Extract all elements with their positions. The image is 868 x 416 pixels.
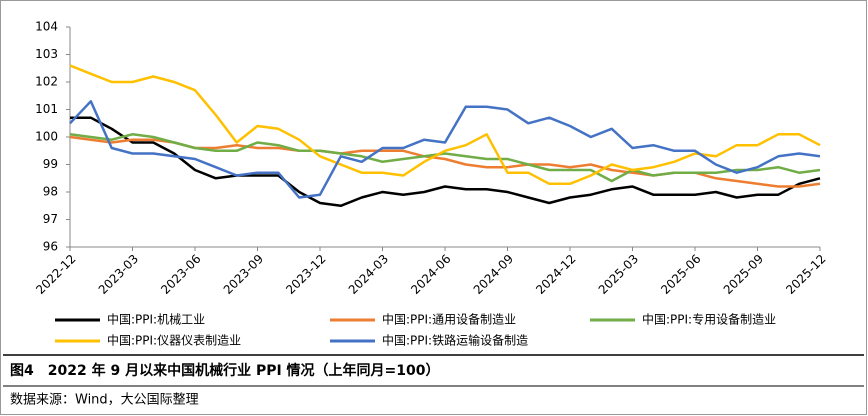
y-tick-label: 97	[43, 212, 58, 226]
x-tick-label: 2024-09	[471, 252, 516, 297]
x-tick-label: 2025-06	[658, 252, 703, 297]
legend-label: 中国:PPI:仪器仪表制造业	[107, 333, 241, 348]
y-tick-label: 98	[43, 185, 58, 199]
x-tick-label: 2023-12	[283, 252, 328, 297]
x-tick-label: 2025-09	[721, 252, 766, 297]
caption: 图4 2022 年 9 月以来中国机械行业 PPI 情况（上年同月=100）	[10, 362, 440, 379]
y-tick-label: 102	[35, 75, 58, 89]
x-tick-label: 2024-03	[346, 252, 391, 297]
series-line	[69, 64, 821, 186]
legend-label: 中国:PPI:机械工业	[107, 312, 205, 327]
y-tick-label: 104	[35, 20, 58, 34]
y-tick-label: 101	[35, 102, 58, 116]
legend-label: 中国:PPI:专用设备制造业	[642, 312, 776, 327]
x-tick-label: 2023-09	[221, 252, 266, 297]
x-tick-label: 2024-12	[533, 252, 578, 297]
x-tick-label: 2025-03	[596, 252, 641, 297]
x-tick-label: 2025-12	[783, 252, 828, 297]
y-tick-label: 99	[43, 157, 58, 171]
series-line	[69, 100, 821, 199]
legend-label: 中国:PPI:铁路运输设备制造	[382, 333, 528, 348]
x-tick-label: 2023-06	[158, 252, 203, 297]
x-tick-label: 2022-12	[33, 252, 78, 297]
x-tick-label: 2024-06	[408, 252, 453, 297]
y-tick-label: 103	[35, 47, 58, 61]
y-tick-label: 100	[35, 130, 58, 144]
series-line	[70, 116, 821, 208]
source: 数据来源：Wind，大公国际整理	[10, 393, 199, 408]
x-tick-label: 2023-03	[96, 252, 141, 297]
series-line	[69, 133, 821, 183]
y-tick-label: 96	[43, 240, 58, 254]
legend-label: 中国:PPI:通用设备制造业	[382, 312, 516, 327]
